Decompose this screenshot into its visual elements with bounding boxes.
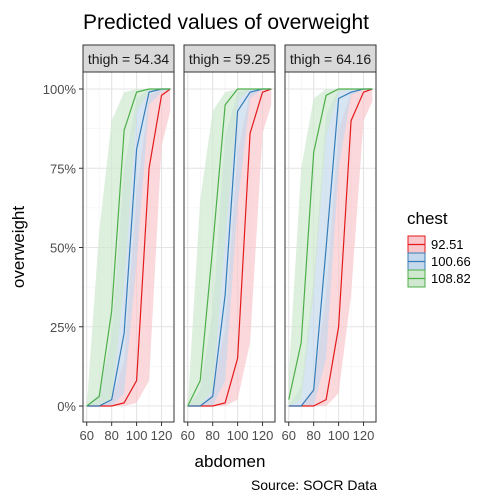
y-axis: 0% 25% 50% 75% 100% <box>43 82 83 414</box>
y-tick-label: 0% <box>57 399 76 414</box>
facet-strip <box>183 44 276 73</box>
confidence-band <box>288 89 373 406</box>
confidence-band <box>86 89 171 406</box>
y-axis-label: overweight <box>9 206 28 288</box>
caption: Source: SOCR Data <box>251 477 377 493</box>
facet-panel: thigh = 64.16 60 80 100 120 <box>282 44 377 443</box>
facet-label: thigh = 64.16 <box>290 51 372 67</box>
y-tick-label: 50% <box>50 241 76 256</box>
x-tick-label: 100 <box>328 428 350 443</box>
series-line <box>288 88 373 400</box>
x-tick-label: 100 <box>227 428 249 443</box>
confidence-band <box>187 89 272 406</box>
x-tick-label: 80 <box>104 428 118 443</box>
series-line <box>187 88 272 407</box>
legend-item: 108.82 <box>407 269 471 288</box>
facet-strip <box>284 44 377 73</box>
facet-label: thigh = 54.34 <box>88 51 170 67</box>
legend-item: 92.51 <box>407 235 464 254</box>
series-line <box>288 88 373 407</box>
chart-title: Predicted values of overweight <box>83 11 369 34</box>
legend-label: 92.51 <box>431 237 464 252</box>
x-tick-label: 120 <box>151 428 173 443</box>
y-tick-label: 100% <box>43 82 77 97</box>
x-tick-label: 80 <box>205 428 219 443</box>
y-tick-label: 25% <box>50 320 76 335</box>
legend-title: chest <box>407 209 448 228</box>
legend-label: 108.82 <box>431 271 471 286</box>
legend-item: 100.66 <box>407 252 471 271</box>
facet-panel: thigh = 59.25 60 80 100 120 <box>181 44 276 443</box>
confidence-band <box>187 89 272 406</box>
x-tick-label: 60 <box>282 428 296 443</box>
legend-label: 100.66 <box>431 254 471 269</box>
x-axis-label: abdomen <box>195 452 266 471</box>
x-tick-label: 120 <box>353 428 375 443</box>
facet-strip <box>82 44 175 73</box>
y-tick-label: 75% <box>50 161 76 176</box>
series-line <box>187 88 272 407</box>
confidence-band <box>86 89 171 406</box>
series-line <box>86 88 171 407</box>
facet-panel: thigh = 54.34 60 80 100 120 <box>80 44 175 443</box>
confidence-band <box>187 89 272 406</box>
series-line <box>86 88 171 407</box>
facet-label: thigh = 59.25 <box>189 51 271 67</box>
legend: chest 92.51 100.66 108.82 <box>407 209 471 288</box>
x-tick-label: 60 <box>181 428 195 443</box>
x-tick-label: 120 <box>252 428 274 443</box>
x-tick-label: 100 <box>126 428 148 443</box>
x-tick-label: 80 <box>306 428 320 443</box>
x-tick-label: 60 <box>80 428 94 443</box>
